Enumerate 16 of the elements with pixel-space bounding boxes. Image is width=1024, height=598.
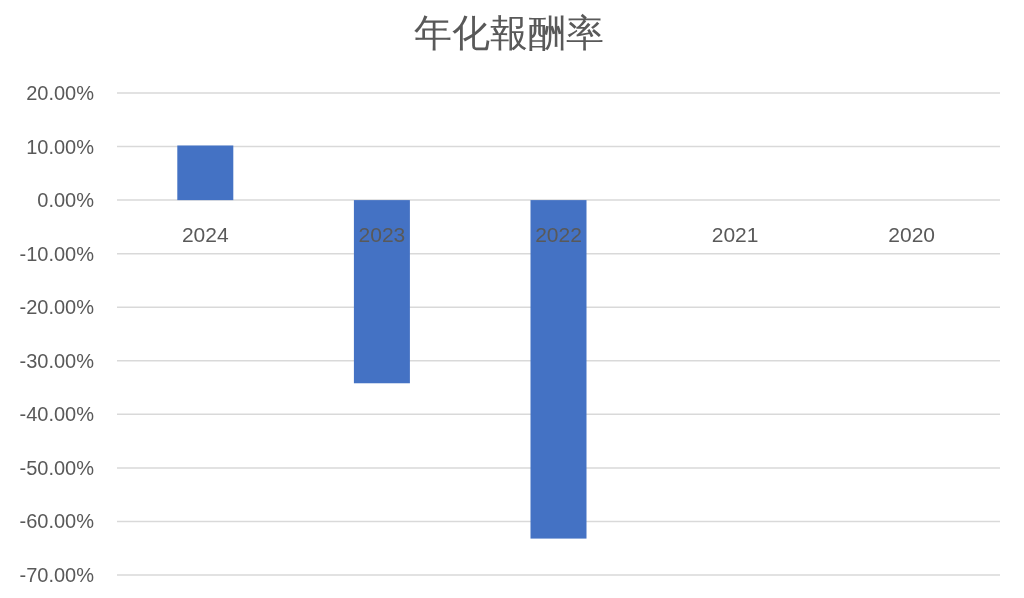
x-tick-label: 2024 [181, 223, 229, 247]
y-tick-label: -20.00% [19, 296, 95, 319]
y-tick-label: -60.00% [19, 510, 95, 533]
chart-title: 年化報酬率 [413, 11, 604, 55]
y-tick-label: 10.00% [26, 135, 95, 158]
y-tick-label: -30.00% [19, 349, 95, 372]
y-tick-label: -50.00% [19, 456, 95, 479]
y-tick-label: -10.00% [19, 242, 95, 265]
x-tick-label: 2022 [535, 223, 582, 247]
x-tick-label: 2023 [358, 223, 406, 247]
y-tick-label: 0.00% [37, 189, 95, 212]
x-tick-label: 2021 [711, 223, 759, 247]
y-tick-label: 20.00% [26, 82, 95, 104]
y-tick-label: -70.00% [19, 564, 95, 586]
y-tick-label: -40.00% [19, 403, 95, 426]
x-tick-label: 2020 [888, 223, 936, 247]
